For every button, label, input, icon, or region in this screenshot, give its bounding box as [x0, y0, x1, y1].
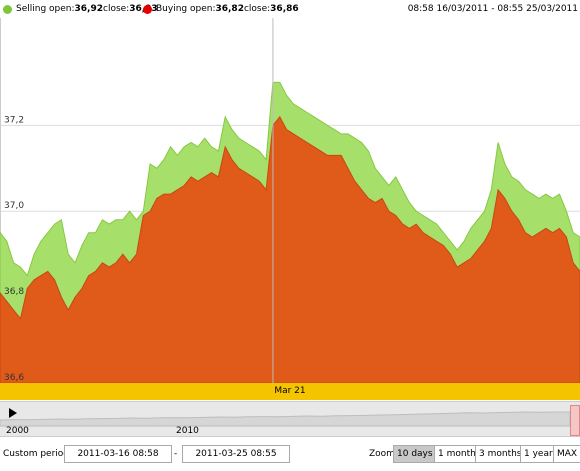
y-tick-label: 37,0: [4, 201, 24, 211]
series-areas: [0, 81, 580, 383]
selling-open-value: 36,92: [74, 4, 103, 14]
y-tick-label: 36,8: [4, 287, 24, 297]
zoom-10-days-button[interactable]: 10 days: [393, 445, 437, 463]
y-tick-label: 37,2: [4, 115, 24, 125]
navigator[interactable]: 2000 2010: [0, 401, 580, 437]
end-date-input[interactable]: [182, 445, 290, 463]
buying-prefix: Buying open:: [156, 4, 216, 14]
date-separator: -: [174, 449, 178, 459]
navigator-series: [0, 411, 571, 427]
y-axis-ticks: 36,6 36,8 37,0 37,2: [4, 115, 24, 383]
selling-close-label: close:: [103, 4, 130, 14]
price-chart[interactable]: 36,6 36,8 37,0 37,2: [0, 18, 580, 383]
play-icon[interactable]: [9, 408, 17, 418]
navigator-year-2000: 2000: [6, 426, 29, 436]
buying-dot-icon: [143, 4, 152, 14]
selling-prefix: Selling open:: [16, 4, 75, 14]
y-tick-label: 36,6: [4, 373, 24, 383]
zoom-1-month-button[interactable]: 1 month: [434, 445, 480, 463]
navigator-area: [0, 411, 571, 427]
custom-period-label: Custom period:: [3, 449, 73, 459]
date-range-text: 08:58 16/03/2011 - 08:55 25/03/2011: [407, 4, 578, 14]
zoom-3-months-button[interactable]: 3 months: [475, 445, 526, 463]
zoom-label: Zoom:: [369, 449, 398, 459]
buying-close-value: 36,86: [270, 4, 299, 14]
legend-item-selling[interactable]: Selling open:36,92 close:36,93: [3, 4, 158, 14]
zoom-max-button[interactable]: MAX: [553, 445, 580, 463]
legend-item-buying[interactable]: Buying open: 36,82 close: 36,86: [143, 4, 299, 14]
crosshair-date-label: Mar 21: [0, 383, 580, 400]
series-area-buying[interactable]: [0, 115, 580, 383]
legend: Selling open:36,92 close:36,93 Buying op…: [0, 0, 580, 18]
start-date-input[interactable]: [64, 445, 172, 463]
buying-open-value: 36,82: [215, 4, 244, 14]
selling-dot-icon: [3, 4, 12, 14]
zoom-1-year-button[interactable]: 1 year: [520, 445, 557, 463]
navigator-handle[interactable]: [570, 405, 580, 436]
controls-bar: Custom period: - Zoom: 10 days 1 month 3…: [0, 442, 580, 467]
navigator-year-2010: 2010: [176, 426, 199, 436]
buying-close-label: close:: [243, 4, 271, 14]
